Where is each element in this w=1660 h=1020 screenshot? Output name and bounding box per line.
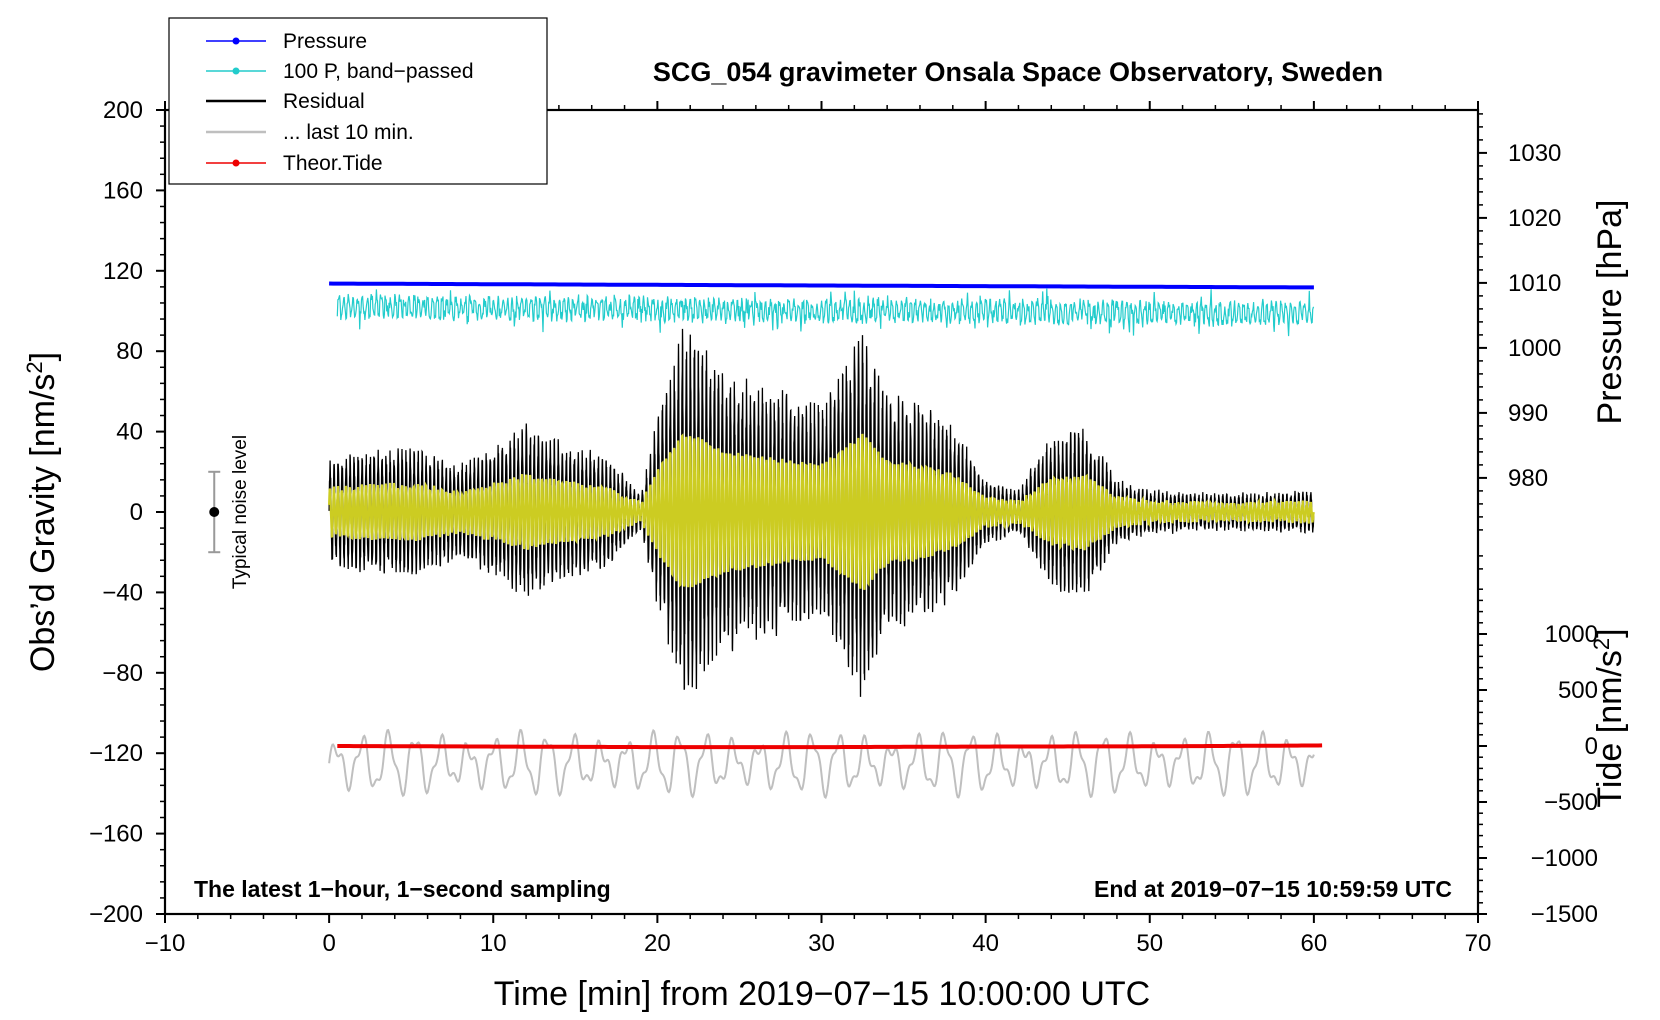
x-tick-label: 20 <box>644 930 671 957</box>
tide-tick-label: 500 <box>1558 677 1598 704</box>
legend-label-pressure: Pressure <box>283 30 367 53</box>
y-tick-label: 160 <box>103 177 143 204</box>
y-axis-left-title-main: Obs’d Gravity [nm/s <box>24 374 62 673</box>
y-axis-tide-title-main: Tide [nm/s <box>1591 650 1629 807</box>
legend-marker-pressure <box>232 37 240 45</box>
x-tick-label: −10 <box>145 930 186 957</box>
legend-label-residual: Residual <box>283 90 365 113</box>
chart-title: SCG_054 gravimeter Onsala Space Observat… <box>653 57 1383 87</box>
y-axis-left-ticks: 200 160 120 80 40 0 −40 −80 −120 −160 −200 <box>89 97 165 928</box>
legend-item-bandpassed: 100 P, band−passed <box>206 60 474 83</box>
tide-tick-label: −500 <box>1544 789 1598 816</box>
noise-level-marker: Typical noise level <box>208 435 251 589</box>
y-axis-left-title-sup: 2 <box>22 361 47 373</box>
pressure-tick-label: 1020 <box>1508 205 1561 232</box>
y-axis-tide-title: Tide [nm/s2] <box>1589 628 1629 807</box>
y-tick-label: 200 <box>103 97 143 124</box>
x-tick-label: 0 <box>322 930 335 957</box>
y-tick-label: −120 <box>89 740 143 767</box>
y-tick-label: 40 <box>116 419 143 446</box>
residual-filtered-series <box>328 433 1315 590</box>
x-axis-ticks: −10 0 10 20 30 40 50 60 70 <box>145 101 1492 957</box>
x-tick-label: 30 <box>808 930 835 957</box>
y-axis-tide-title-end: ] <box>1591 628 1629 637</box>
x-tick-label: 50 <box>1136 930 1163 957</box>
legend: Pressure 100 P, band−passed Residual ...… <box>168 17 548 185</box>
noise-level-dot <box>209 507 220 517</box>
pressure-tick-label: 980 <box>1508 465 1548 492</box>
legend-item-last10: ... last 10 min. <box>206 121 414 144</box>
y-tick-label: −80 <box>102 660 143 687</box>
legend-item-residual: Residual <box>206 90 365 113</box>
legend-item-pressure: Pressure <box>206 30 367 53</box>
noise-level-label: Typical noise level <box>230 435 251 589</box>
y-axis-left-title-end: ] <box>24 352 62 361</box>
tide-tick-label: −1000 <box>1531 845 1598 872</box>
y-tick-label: −160 <box>89 821 143 848</box>
y-axis-tide-ticks: 1000 500 0 −500 −1000 −1500 <box>1478 588 1598 928</box>
legend-marker-tide <box>232 159 240 167</box>
annotation-latest-hour: The latest 1−hour, 1−second sampling <box>194 876 611 902</box>
y-axis-pressure-ticks: 1030 1020 1010 1000 990 980 <box>1478 113 1561 570</box>
legend-label-last10: ... last 10 min. <box>283 121 414 144</box>
pressure-tick-label: 990 <box>1508 400 1548 427</box>
pressure-tick-label: 1030 <box>1508 140 1561 167</box>
legend-label-tide: Theor.Tide <box>283 152 383 175</box>
legend-item-tide: Theor.Tide <box>206 152 383 175</box>
y-tick-label: 120 <box>103 258 143 285</box>
x-tick-label: 40 <box>972 930 999 957</box>
legend-label-bandpassed: 100 P, band−passed <box>283 60 474 83</box>
legend-marker-bandpassed <box>232 67 240 75</box>
x-tick-label: 10 <box>480 930 507 957</box>
last-10-min-series <box>328 728 1315 800</box>
y-axis-tide-title-sup: 2 <box>1589 638 1614 650</box>
y-tick-label: −200 <box>89 901 143 928</box>
theoretical-tide-series <box>337 743 1323 750</box>
pressure-series <box>329 281 1314 290</box>
y-tick-label: 80 <box>116 338 143 365</box>
y-tick-label: −40 <box>102 579 143 606</box>
y-axis-pressure-title: Pressure [hPa] <box>1591 200 1629 425</box>
x-axis-title: Time [min] from 2019−07−15 10:00:00 UTC <box>494 975 1150 1013</box>
tide-tick-label: 0 <box>1585 733 1598 760</box>
tide-tick-label: 1000 <box>1545 621 1598 648</box>
pressure-tick-label: 1000 <box>1508 335 1561 362</box>
y-tick-label: 0 <box>130 499 143 526</box>
tide-tick-label: −1500 <box>1531 901 1598 928</box>
annotation-end-time: End at 2019−07−15 10:59:59 UTC <box>1094 876 1452 902</box>
y-axis-left-title: Obs’d Gravity [nm/s2] <box>22 352 62 672</box>
x-tick-label: 60 <box>1301 930 1328 957</box>
bandpassed-pressure-series <box>336 288 1315 337</box>
pressure-tick-label: 1010 <box>1508 270 1561 297</box>
x-tick-label: 70 <box>1465 930 1492 957</box>
